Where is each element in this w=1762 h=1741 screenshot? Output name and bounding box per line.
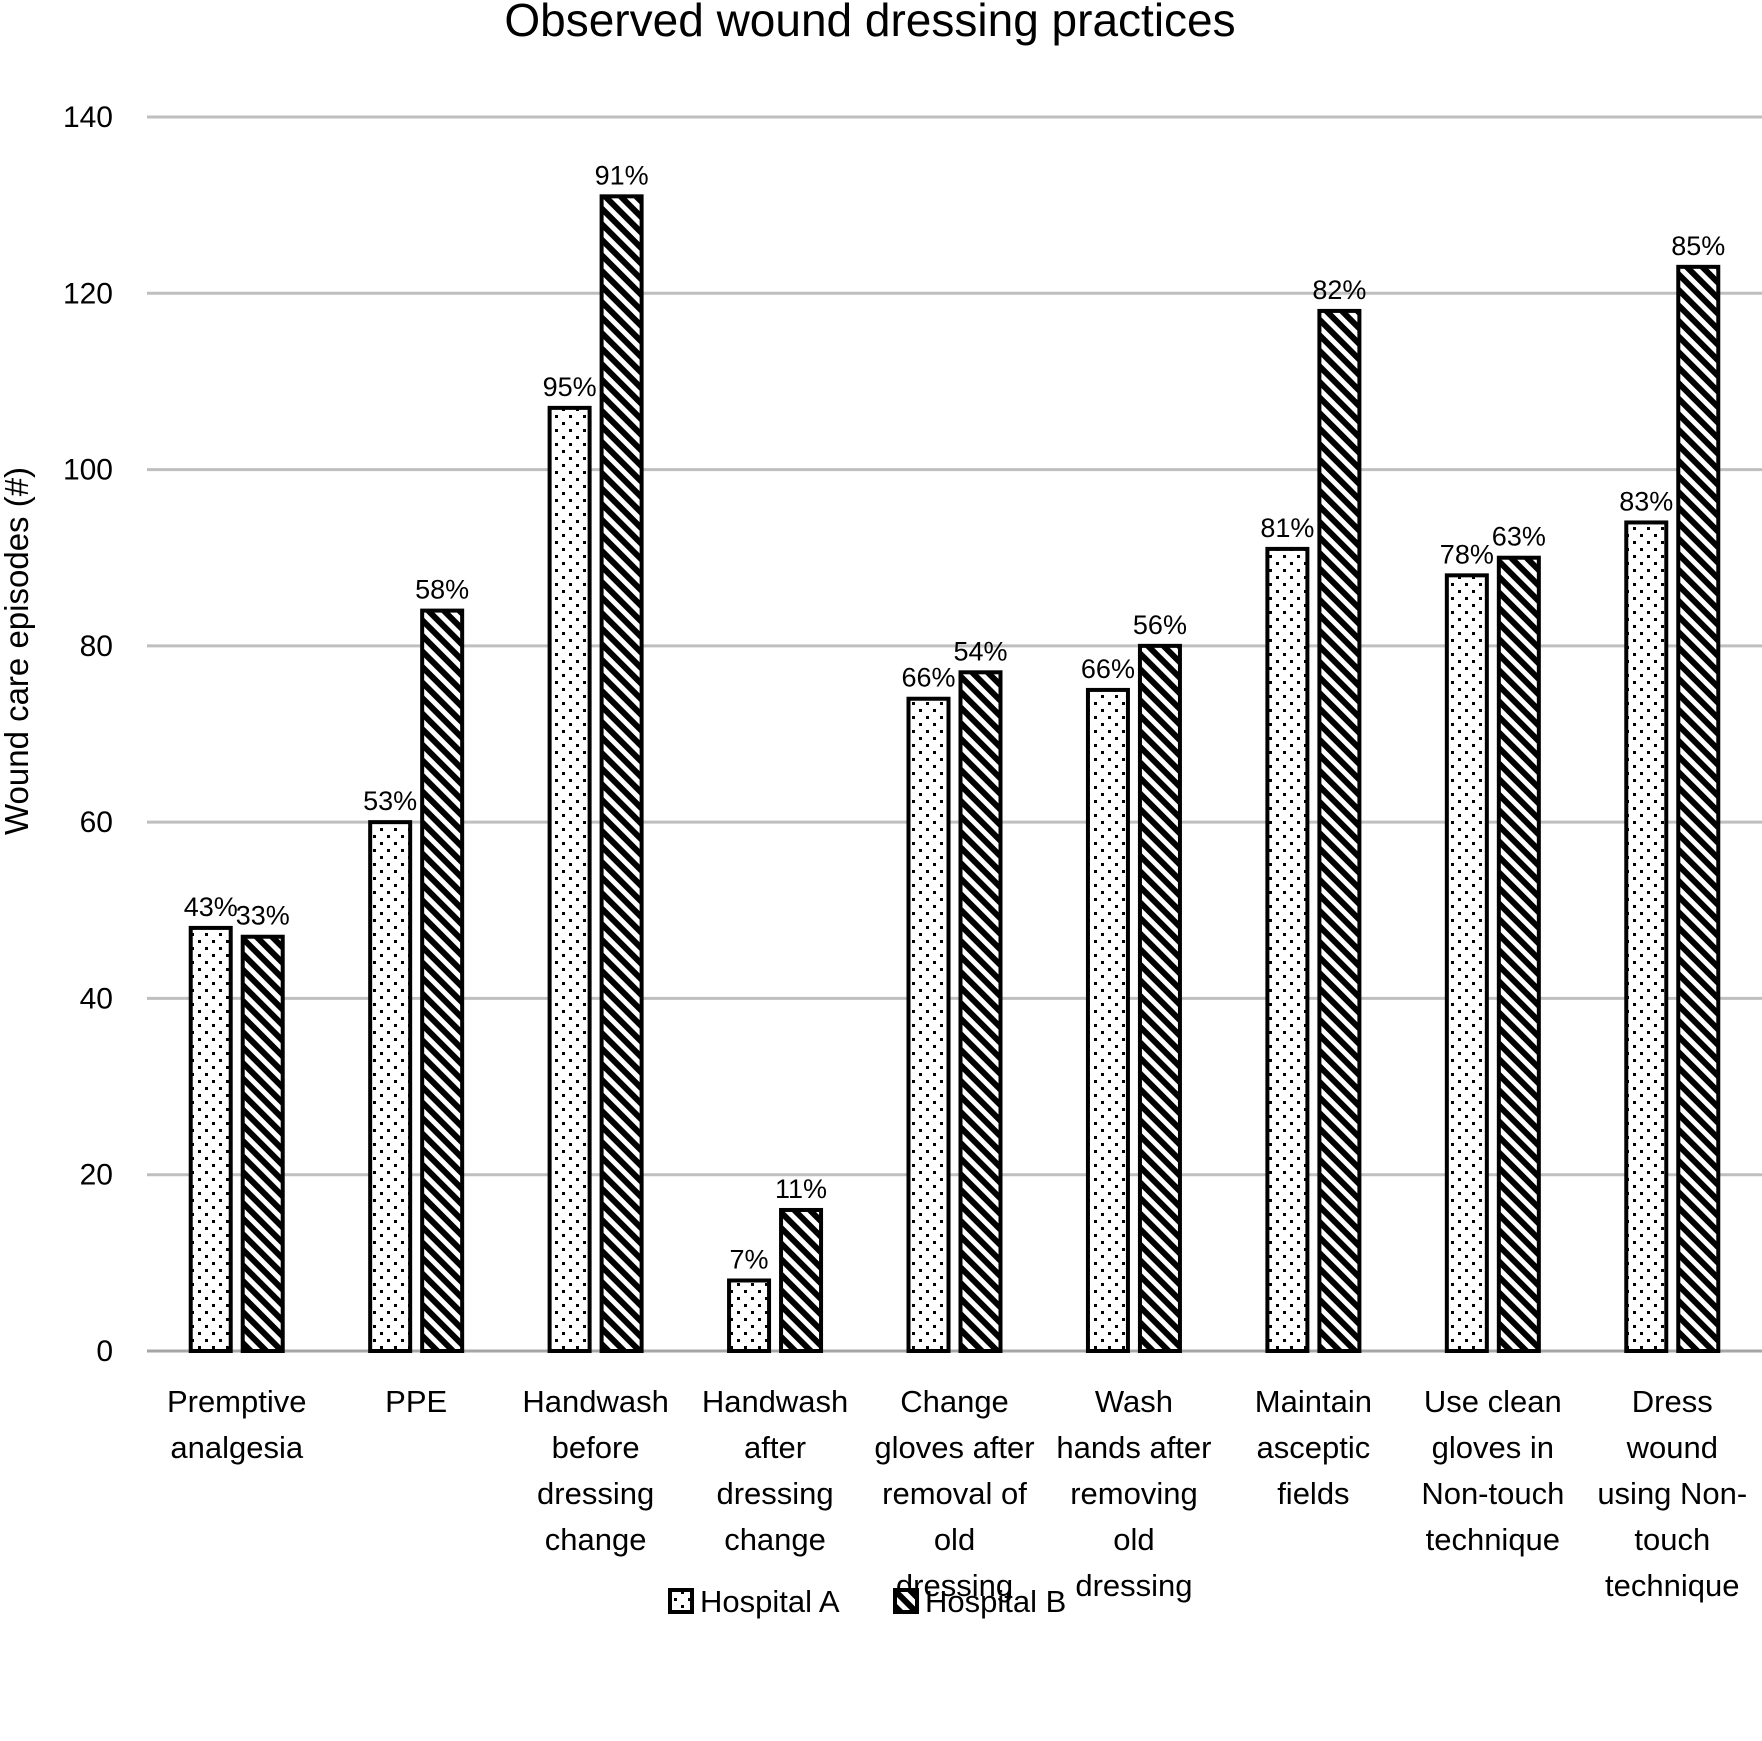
x-category-line: fields [1277,1476,1349,1511]
bar-hospital-b [958,670,1003,1353]
legend-swatch-hospital-b [893,1588,919,1614]
bar-hospital-b [1317,308,1362,1353]
x-category-line: dressing [1075,1568,1192,1603]
x-category-line: Maintain [1255,1384,1372,1419]
data-label-hospital-a: 78% [1440,539,1494,569]
data-label-hospital-b: 11% [775,1174,827,1204]
bar-hospital-b [240,934,285,1353]
x-category-line: after [744,1430,806,1465]
bar-hospital-a [1444,573,1489,1353]
bar-hospital-a [906,696,951,1353]
x-category-label: Premptive analgesia [167,1384,307,1465]
legend-swatch-hospital-a [668,1588,694,1614]
x-category-line: Premptive [167,1384,307,1419]
data-label-hospital-b: 54% [953,636,1007,666]
x-category-label: Dress wound using Non-touch technique [1597,1384,1747,1603]
x-category-line: gloves after [874,1430,1034,1465]
data-label-hospital-b: 91% [595,160,649,190]
y-tick-label: 120 [63,277,113,310]
x-category-line: using Non- [1597,1476,1747,1511]
bar-hospital-b [599,194,644,1353]
x-category-label: Handwash after dressing change [702,1384,848,1557]
x-category-line: old [934,1522,975,1557]
x-category-line: removal of [882,1476,1027,1511]
bar-hospital-b [1496,555,1541,1353]
x-category-line: hands after [1056,1430,1211,1465]
x-category-line: old [1113,1522,1154,1557]
y-axis-title: Wound care episodes (#) [0,467,35,835]
x-category-line: wound [1626,1430,1718,1465]
x-category-line: Dress [1632,1384,1713,1419]
bar-hospital-a [1085,687,1130,1353]
bar-hospital-a [547,405,592,1354]
legend-label-hospital-a: Hospital A [700,1584,840,1619]
y-tick-label: 60 [80,806,113,839]
bars [188,194,1721,1354]
data-labels: 43% 53% 95% 7% 66% 66% 81% 78% 83% 33% 58% 91% 11% 54… [184,160,1726,1274]
x-category-line: Non-touch [1421,1476,1564,1511]
data-label-hospital-b: 85% [1671,231,1725,261]
x-category-line: technique [1605,1568,1739,1603]
bar-hospital-b [1676,264,1721,1353]
x-category-line: before [552,1430,640,1465]
legend-label-hospital-b: Hospital B [925,1584,1066,1619]
data-label-hospital-b: 82% [1312,275,1366,305]
x-category-label: Handwash before dressing change [522,1384,668,1557]
data-label-hospital-a: 7% [730,1244,769,1274]
x-category-line: touch [1634,1522,1710,1557]
x-category-label: Change gloves after removal of old dressing [874,1384,1034,1603]
x-category-line: removing [1070,1476,1198,1511]
data-label-hospital-b: 63% [1492,522,1546,552]
x-category-line: analgesia [170,1430,303,1465]
data-label-hospital-a: 81% [1260,513,1314,543]
data-label-hospital-b: 33% [236,901,290,931]
x-category-line: change [545,1522,647,1557]
x-category-line: change [724,1522,826,1557]
y-tick-label: 80 [80,630,113,663]
x-category-label: Wash hands after removing old dressing [1056,1384,1211,1603]
bar-hospital-a [727,1278,772,1353]
bar-hospital-a [368,820,413,1353]
data-label-hospital-a: 95% [543,372,597,402]
x-category-line: Change [900,1384,1009,1419]
data-label-hospital-a: 83% [1619,486,1673,516]
x-category-line: technique [1426,1522,1560,1557]
x-category-line: gloves in [1432,1430,1554,1465]
gridlines [147,115,1762,1353]
y-tick-label: 40 [80,982,113,1015]
x-category-line: Handwash [522,1384,668,1419]
data-label-hospital-b: 56% [1133,610,1187,640]
legend: Hospital A Hospital B [668,1584,1066,1619]
x-category-line: dressing [537,1476,654,1511]
x-category-label: Maintain asceptic fields [1255,1384,1372,1511]
chart-title: Observed wound dressing practices [504,0,1235,46]
y-tick-label: 140 [63,101,113,134]
data-label-hospital-a: 66% [901,663,955,693]
y-tick-label: 20 [80,1159,113,1192]
x-category-line: Use clean [1424,1384,1562,1419]
x-category-label: PPE [385,1384,447,1419]
x-category-line: Handwash [702,1384,848,1419]
data-label-hospital-a: 43% [184,892,238,922]
y-tick-label: 0 [96,1335,113,1368]
data-label-hospital-b: 58% [415,575,469,605]
x-category-line: PPE [385,1384,447,1419]
bar-hospital-b [779,1207,824,1353]
x-category-label: Use clean gloves in Non-touch technique [1421,1384,1564,1557]
x-category-line: asceptic [1257,1430,1371,1465]
x-category-line: Wash [1095,1384,1173,1419]
bar-hospital-a [1265,546,1310,1353]
bar-hospital-b [420,608,465,1353]
bar-hospital-a [188,925,233,1354]
y-tick-label: 100 [63,454,113,487]
data-label-hospital-a: 66% [1081,654,1135,684]
data-label-hospital-a: 53% [363,786,417,816]
bar-hospital-b [1137,643,1182,1353]
y-axis-ticks: 0 20 40 60 80 100 120 140 [63,101,113,1368]
x-category-line: dressing [716,1476,833,1511]
bar-hospital-a [1624,520,1669,1353]
x-axis-categories: Premptive analgesia PPE Handwash before dress… [167,1384,1747,1603]
